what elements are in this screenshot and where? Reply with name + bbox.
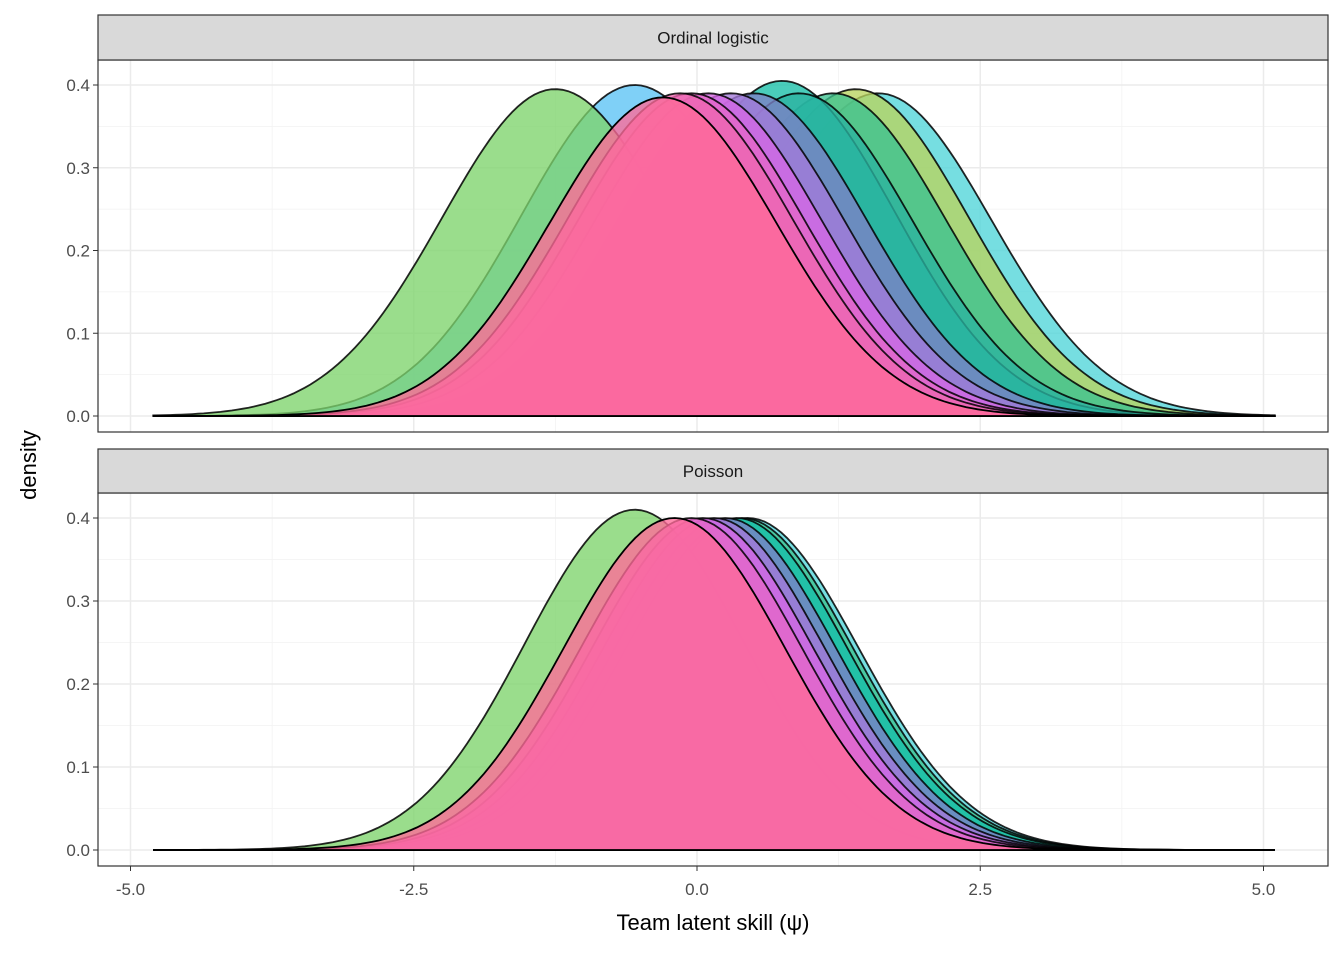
x-tick-label: -5.0 — [116, 880, 145, 899]
y-tick-label: 0.3 — [66, 159, 90, 178]
x-tick-label: 2.5 — [968, 880, 992, 899]
density-curve — [153, 517, 1275, 851]
y-axis-title: density — [16, 430, 41, 500]
x-tick-label: 0.0 — [685, 880, 709, 899]
facet-strip-label: Ordinal logistic — [657, 29, 769, 48]
density-curve — [153, 96, 1275, 417]
y-tick-label: 0.2 — [66, 242, 90, 261]
y-tick-label: 0.0 — [66, 407, 90, 426]
x-axis-title: Team latent skill (ψ) — [617, 910, 810, 935]
x-tick-label: 5.0 — [1252, 880, 1276, 899]
facet-panel-0: 0.0 0.1 0.2 0.3 0.4 Ordinal logistic — [66, 14, 1329, 433]
facet-strip — [97, 14, 1329, 61]
x-tick-label: -2.5 — [399, 880, 428, 899]
facet-panel-1: 0.0 0.1 0.2 0.3 0.4 Poisson -5.0 -2.5 0.0 2.5 5.0 — [66, 448, 1329, 899]
y-tick-label: 0.4 — [66, 509, 90, 528]
y-tick-label: 0.0 — [66, 841, 90, 860]
facet-strip-label: Poisson — [683, 462, 743, 481]
y-tick-label: 0.3 — [66, 592, 90, 611]
y-tick-label: 0.2 — [66, 675, 90, 694]
y-tick-label: 0.1 — [66, 324, 90, 343]
facet-strip — [97, 448, 1329, 494]
y-tick-label: 0.1 — [66, 758, 90, 777]
y-tick-label: 0.4 — [66, 76, 90, 95]
